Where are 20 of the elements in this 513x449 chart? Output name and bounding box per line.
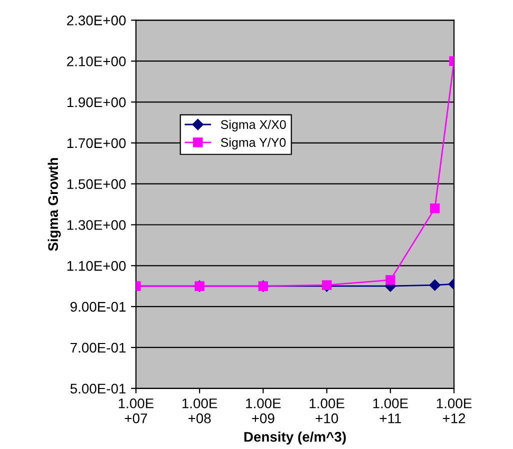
y-tick-label: 1.10E+00: [67, 260, 126, 271]
legend-label: Sigma X/X0: [220, 120, 286, 132]
y-tick-label: 9.00E-01: [70, 302, 126, 312]
y-tick-label: 1.70E+00: [67, 138, 126, 148]
y-tick-label: 1.50E+00: [67, 179, 126, 190]
x-tick-label: 1.00E+08: [182, 398, 218, 424]
y-tick-label: 7.00E-01: [70, 342, 126, 353]
y-tick-label: 1.30E+00: [67, 220, 126, 230]
legend-label: Sigma Y/Y0: [220, 138, 286, 150]
x-tick-label: 1.00E+09: [246, 398, 281, 424]
y-tick-label: 5.00E-01: [70, 384, 126, 394]
y-tick-label: 2.10E+00: [67, 56, 126, 66]
x-tick-label: 1.00E+11: [373, 398, 408, 424]
x-tick-label: 1.00E+07: [118, 398, 154, 424]
x-tick-label: 1.00E+12: [436, 398, 472, 424]
y-axis-title: Sigma Growth: [48, 158, 61, 251]
x-axis-title: Density (e/m^3): [244, 432, 346, 445]
y-tick-label: 2.30E+00: [67, 16, 126, 26]
x-tick-label: 1.00E+10: [310, 398, 344, 424]
y-tick-label: 1.90E+00: [67, 97, 126, 108]
